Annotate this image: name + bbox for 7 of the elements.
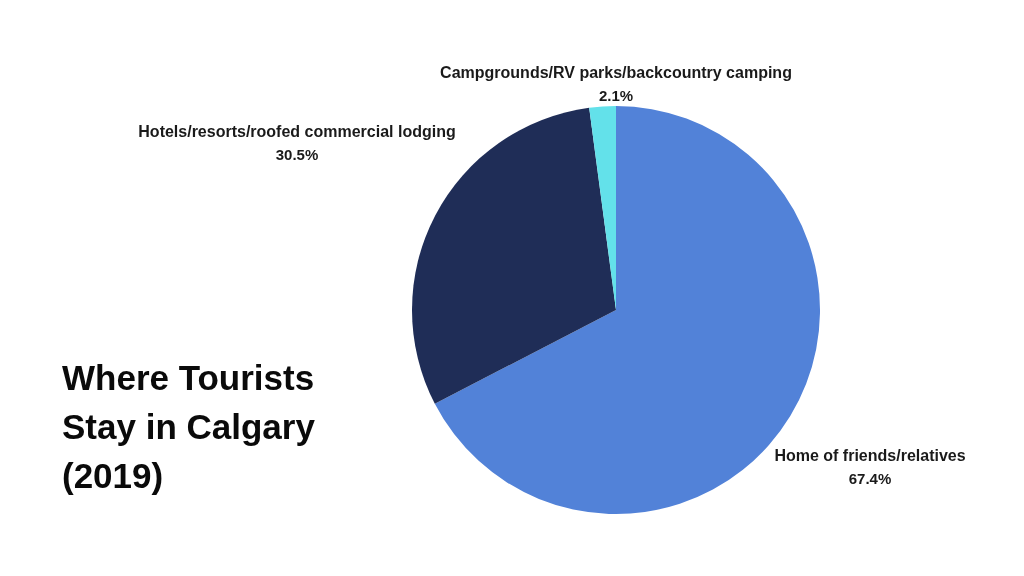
data-label: 2.1% (598, 87, 634, 104)
slice-label: Campgrounds/RV parks/backcountry camping (440, 64, 792, 81)
slice-label: Home of friends/relatives (774, 447, 966, 464)
text: Where Tourists Stay in Calgary (2019) (62, 358, 325, 495)
slice-label: Hotels/resorts/roofed commercial lodging (138, 123, 456, 140)
data-label: 67.4% (848, 470, 892, 487)
data-label: 30.5% (275, 146, 319, 163)
